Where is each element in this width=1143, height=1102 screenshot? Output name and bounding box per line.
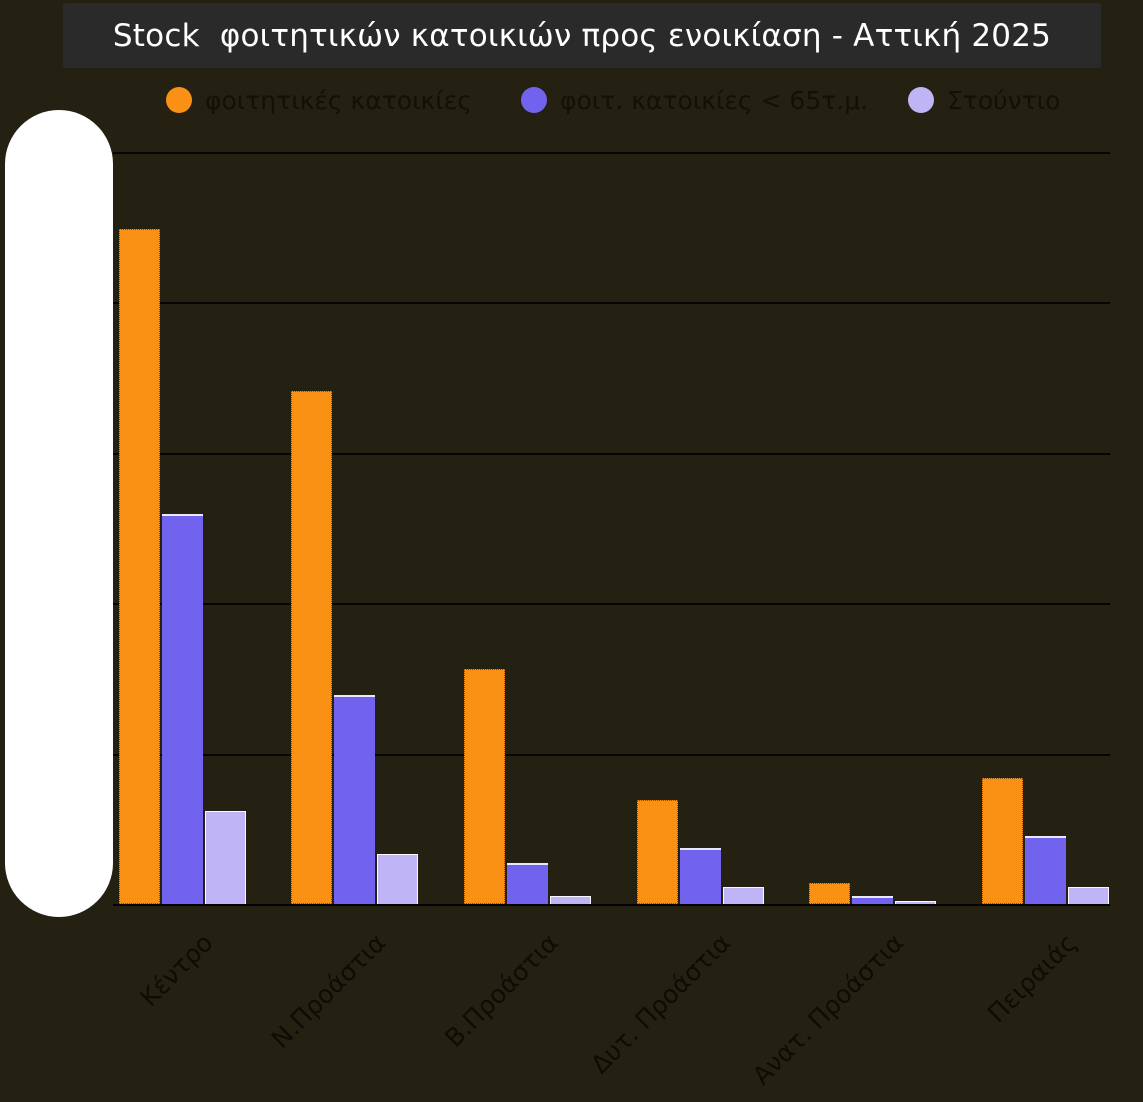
legend-item: φοιτητικές κατοικίες — [166, 84, 472, 116]
legend-label: φοιτ. κατοικίες < 65τ.μ. — [560, 85, 869, 115]
bar — [549, 896, 591, 904]
y-axis-redaction-overlay — [5, 110, 113, 917]
legend-label: φοιτητικές κατοικίες — [205, 85, 472, 115]
chart-legend: φοιτητικές κατοικίες φοιτ. κατοικίες < 65… — [0, 84, 1143, 116]
x-axis-label: Δυτ. Προάστια — [585, 928, 737, 1080]
gridline — [113, 753, 1110, 756]
legend-swatch-icon — [521, 87, 547, 113]
bar — [636, 800, 678, 904]
legend-item: φοιτ. κατοικίες < 65τ.μ. — [521, 84, 868, 116]
x-axis-label: Πειραιάς — [981, 928, 1083, 1029]
legend-label: Στούντιο — [947, 85, 1061, 115]
x-axis-label: Β.Προάστια — [439, 928, 564, 1053]
bar — [334, 694, 376, 904]
plot-area — [113, 152, 1110, 906]
x-axis-line — [113, 904, 1110, 906]
legend-item: Στούντιο — [908, 84, 1060, 116]
bar — [1025, 836, 1066, 904]
bar — [895, 901, 937, 904]
gridline — [113, 452, 1110, 455]
legend-swatch-icon — [166, 87, 192, 113]
gridline — [113, 152, 1110, 154]
chart-title-banner: Stock φοιτητικών κατοικιών προς ενοικίασ… — [63, 3, 1101, 68]
bar — [982, 777, 1023, 904]
bar — [463, 669, 505, 904]
bar — [204, 810, 246, 904]
bar — [377, 854, 419, 904]
gridline — [113, 603, 1110, 606]
x-axis-label: Κέντρο — [134, 928, 219, 1013]
bar — [722, 887, 764, 904]
bar — [118, 228, 160, 904]
bar — [161, 514, 203, 904]
x-axis-label: Ανατ. Προάστια — [746, 928, 910, 1091]
bar — [506, 863, 548, 904]
bar — [809, 882, 851, 904]
x-axis-label: Ν.Προάστια — [265, 928, 392, 1054]
bar — [679, 848, 721, 904]
legend-swatch-icon — [908, 87, 934, 113]
gridline — [113, 302, 1110, 305]
bar — [1068, 887, 1109, 904]
chart-title: Stock φοιτητικών κατοικιών προς ενοικίασ… — [112, 17, 1052, 54]
bar — [852, 896, 894, 904]
bar — [291, 391, 333, 904]
